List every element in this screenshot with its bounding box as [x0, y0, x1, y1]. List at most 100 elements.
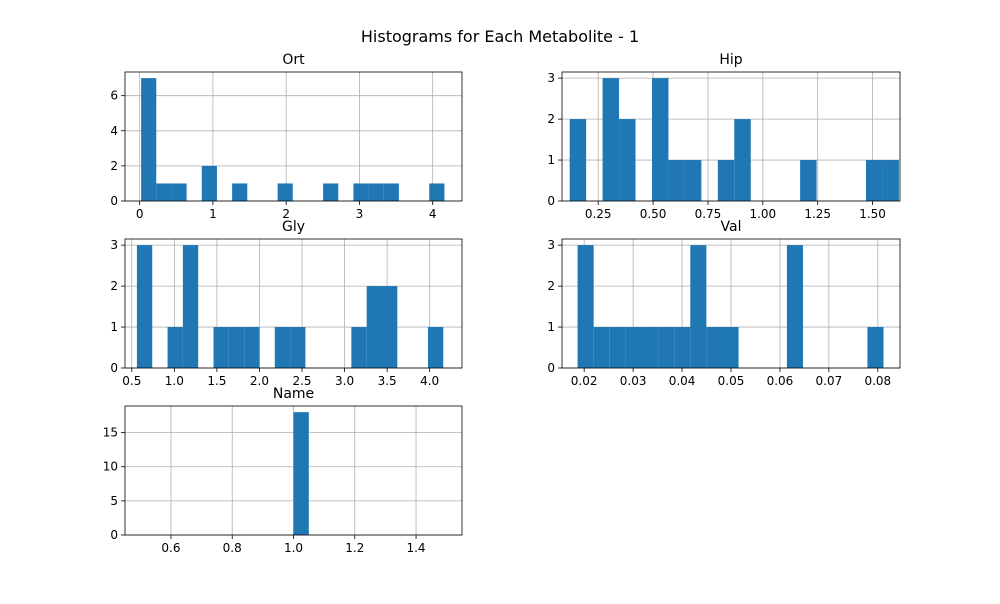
x-tick-label: 3.5: [378, 374, 397, 388]
y-tick-label: 0: [110, 194, 118, 208]
x-tick-label: 3.0: [335, 374, 354, 388]
x-tick-label: 2.0: [250, 374, 269, 388]
histogram-bar: [353, 183, 369, 201]
histogram-bar: [722, 327, 739, 368]
histogram-bar: [351, 327, 367, 368]
histogram-bar: [569, 119, 587, 201]
axes-frame: [124, 71, 463, 202]
histogram-bar: [717, 160, 735, 201]
histogram-bar: [690, 245, 707, 368]
x-tick-label: 4.0: [420, 374, 439, 388]
y-tick-label: 6: [110, 89, 118, 103]
x-tick-label: 1.0: [284, 541, 303, 555]
x-tick-label: 1.5: [207, 374, 226, 388]
histogram-bar: [232, 183, 248, 201]
histogram-bar: [674, 327, 691, 368]
x-tick-label: 0: [136, 207, 144, 221]
x-tick-label: 0.03: [620, 374, 647, 388]
histogram-bar: [734, 119, 751, 201]
x-tick-label: 1.0: [165, 374, 184, 388]
histogram-bar: [141, 78, 157, 201]
histogram-bar: [706, 327, 723, 368]
histogram-bar: [136, 245, 153, 368]
histogram-bar: [651, 78, 669, 201]
histogram-bar: [383, 183, 399, 201]
y-tick-label: 4: [110, 124, 118, 138]
histogram-bar: [213, 327, 229, 368]
subplot-title: Val: [721, 219, 742, 235]
histogram-bar: [156, 183, 172, 201]
histogram-bar: [290, 327, 306, 368]
x-tick-label: 1.2: [345, 541, 364, 555]
x-tick-label: 2.5: [292, 374, 311, 388]
y-tick-label: 1: [110, 320, 118, 334]
histogram-bar: [867, 327, 884, 368]
figure-title: Histograms for Each Metabolite - 1: [360, 27, 640, 46]
histogram-bar: [602, 78, 620, 201]
y-tick-label: 0: [547, 361, 555, 375]
x-tick-label: 0.08: [864, 374, 891, 388]
histogram-bar: [668, 160, 685, 201]
x-tick-label: 0.6: [161, 541, 180, 555]
y-tick-label: 10: [103, 460, 118, 474]
y-tick-label: 0: [547, 194, 555, 208]
x-tick-label: 1.50: [859, 207, 886, 221]
x-tick-label: 2: [282, 207, 290, 221]
histogram-bar: [577, 245, 594, 368]
histogram-bar: [277, 183, 293, 201]
x-tick-label: 1: [209, 207, 217, 221]
histogram-bar: [244, 327, 260, 368]
histogram-bar: [366, 286, 383, 368]
histogram-bar: [800, 160, 817, 201]
histogram-bar: [641, 327, 659, 368]
x-tick-label: 4: [429, 207, 437, 221]
y-tick-label: 3: [110, 238, 118, 252]
y-tick-label: 0: [110, 361, 118, 375]
y-tick-label: 15: [103, 426, 118, 440]
subplot-title: Ort: [282, 52, 305, 68]
y-tick-label: 0: [110, 528, 118, 542]
histogram-bar: [182, 245, 199, 368]
y-tick-label: 3: [547, 238, 555, 252]
x-tick-label: 0.25: [585, 207, 612, 221]
x-tick-label: 0.02: [571, 374, 598, 388]
subplot-ort: 0 1 2 3 4 0 2 4 6 Ort: [110, 52, 463, 221]
x-tick-label: 0.06: [767, 374, 794, 388]
axes-frame: [124, 238, 463, 369]
histogram-bar: [619, 119, 636, 201]
histogram-bar: [786, 245, 803, 368]
histogram-bar: [323, 183, 339, 201]
histogram-bar: [293, 412, 309, 535]
histogram-bar: [368, 183, 384, 201]
y-tick-label: 2: [110, 159, 118, 173]
histogram-bar: [684, 160, 702, 201]
y-tick-label: 2: [547, 112, 555, 126]
histogram-bar: [228, 327, 245, 368]
histogram-bar: [609, 327, 626, 368]
x-tick-label: 1.00: [749, 207, 776, 221]
histogram-bar: [427, 327, 444, 368]
histogram-bar: [882, 160, 899, 201]
x-tick-label: 0.50: [640, 207, 667, 221]
subplot-name: 0.6 0.8 1.0 1.2 1.4 0 5 10 15 Name: [103, 386, 463, 555]
x-tick-label: 0.75: [695, 207, 722, 221]
y-tick-label: 2: [110, 279, 118, 293]
y-tick-label: 3: [547, 71, 555, 85]
subplot-title: Name: [273, 386, 314, 402]
x-tick-label: 1.4: [406, 541, 425, 555]
histogram-bar: [593, 327, 610, 368]
histogram-bar: [865, 160, 883, 201]
axes-frame: [561, 71, 901, 202]
x-tick-label: 1.25: [804, 207, 831, 221]
x-tick-label: 0.04: [669, 374, 696, 388]
x-tick-label: 0.8: [223, 541, 242, 555]
histogram-bar: [201, 165, 217, 201]
histogram-bar: [274, 327, 291, 368]
histogram-bar: [382, 286, 398, 368]
y-tick-label: 1: [547, 320, 555, 334]
x-tick-label: 0.5: [122, 374, 141, 388]
histogram-bar: [429, 183, 445, 201]
histogram-bar: [171, 183, 187, 201]
